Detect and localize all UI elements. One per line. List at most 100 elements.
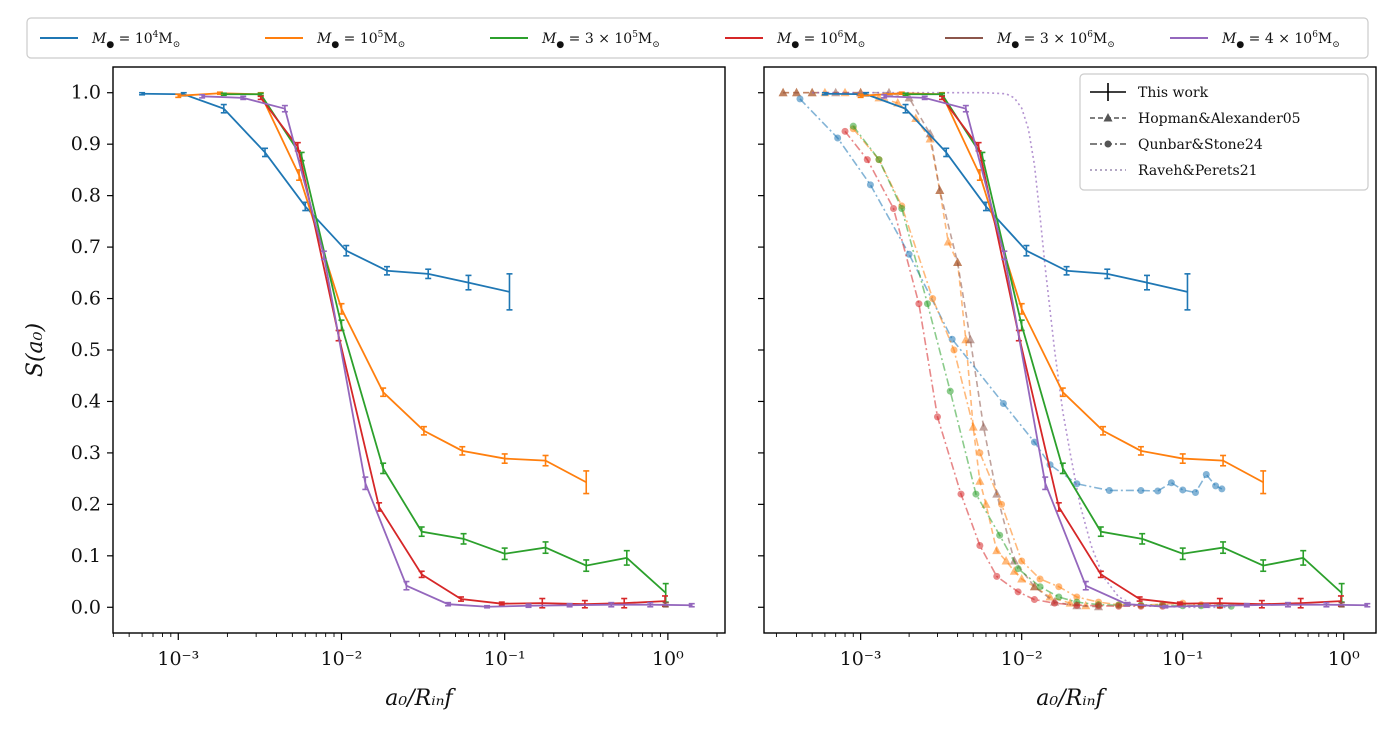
right-x-tick-label: 10⁰ [1328,648,1360,670]
comparison-triangle-marker [979,422,989,431]
inset-swatch-circle [1104,140,1112,148]
comparison-triangle-marker [935,185,945,194]
comparison-circle-marker [1073,601,1081,609]
comparison-circle-marker [1014,565,1022,573]
comparison-circle-marker [1218,485,1226,493]
comparison-line-1 [783,91,1099,608]
left-y-tick-label: 0.1 [71,545,101,567]
comparison-circle-marker [976,449,984,457]
inset-legend-label-3: Raveh&Perets21 [1138,163,1258,179]
comparison-circle-marker [950,346,958,354]
legend-entry-4: M● = 3 × 106M⊙ [996,30,1115,50]
comparison-circle-marker [1036,575,1044,583]
comparison-triangle-marker [1001,555,1011,565]
legend-entry-1: M● = 105M⊙ [316,30,405,50]
right-x-tick-label: 10⁻² [1001,648,1043,670]
left-x-tick-label: 10⁻² [321,648,363,670]
comparison-circle-marker [957,490,965,498]
comparison-line-5 [844,130,1163,608]
comparison-circle-marker [905,250,913,258]
left-y-tick-label: 0.2 [71,493,101,515]
comparison-line-0 [783,91,1086,607]
comparison-circle-marker [1105,486,1113,494]
left-y-tick-label: 1.0 [71,82,101,104]
comparison-circle-marker [929,295,937,303]
left-series [139,91,695,609]
comparison-circle-marker [1137,486,1145,494]
top-legend: M● = 104M⊙ M● = 105M⊙ M● = 3 × 105M⊙ M● = 1… [40,30,1340,50]
inset-legend-label-0: This work [1138,85,1209,101]
comparison-triangle-marker [965,334,975,344]
legend-entry-0: M● = 104M⊙ [91,30,180,50]
comparison-line-6 [812,91,1232,609]
top-legend-frame [26,17,1369,59]
comparison-triangle-marker [1009,566,1019,575]
right-panel: 10⁻³ 10⁻² 10⁻¹ 10⁰ a₀/Rᵢₙf This work Hopman&… [758,66,1377,711]
comparison-circle-marker [1179,486,1187,494]
comparison-circle-marker [915,300,923,308]
comparison-circle-marker [890,205,898,212]
comparison-triangle-marker [975,476,985,485]
comparison-triangle-marker [943,236,953,246]
comparison-circle-marker [1018,557,1026,565]
comparison-circle-marker [866,181,874,189]
inset-legend-label-1: Hopman&Alexander05 [1138,111,1301,127]
comparison-line-4 [852,125,1232,608]
left-series-line-3 [260,97,666,606]
legend-entry-3: M● = 106M⊙ [776,30,865,50]
left-series-line-1 [178,92,587,484]
comparison-circle-marker [998,500,1006,508]
comparison-line-3 [852,128,1220,607]
comparison-circle-marker [841,127,849,135]
comparison-triangle-marker [778,87,788,97]
left-series-line-2 [223,93,667,594]
right-series [821,91,1371,609]
comparison-triangle-marker [1045,591,1055,601]
left-y-axis-label: S(a₀) [23,323,48,377]
comparison-circle-marker [1202,471,1210,479]
comparison-triangle-marker [792,87,802,97]
comparison-circle-marker [849,122,857,130]
right-x-tick-label: 10⁻¹ [1162,648,1204,670]
comparison-circle-marker [1137,602,1145,610]
left-series-line-5 [202,95,692,608]
comparison-circle-marker [993,572,1001,580]
comparison-circle-marker [1030,596,1038,604]
left-y-tick-label: 0.9 [71,133,101,155]
left-x-axis-label: a₀/Rᵢₙf [385,686,456,711]
left-y-tick-label: 0.5 [71,339,101,361]
inset-legend: This work Hopman&Alexander05 Qunbar&Stone2… [1090,83,1301,179]
left-x-tick-label: 10⁻³ [157,648,199,670]
comparison-circle-marker [1073,593,1081,601]
comparison-circle-marker [1036,583,1044,591]
comparison-circle-marker [1154,487,1162,495]
inset-legend-frame [1079,73,1369,191]
comparison-triangle-marker [925,128,935,138]
left-x-tick-label: 10⁻¹ [484,648,526,670]
comparison-circle-marker [1055,593,1063,601]
comparison-circle-marker [923,300,931,308]
comparison-triangle-marker [1029,581,1039,591]
comparison-circle-marker [1014,588,1022,596]
comparison-circle-marker [863,156,871,164]
left-x-tick-label: 10⁰ [652,648,684,670]
comparison-circle-marker [1055,583,1063,591]
left-panel: 0.0 0.1 0.2 0.3 0.4 0.5 0.6 0.7 0.8 0.9 1.0 10⁻³ 10⁻… [23,66,726,711]
comparison-triangle-marker [1017,573,1027,583]
left-y-tick-label: 0.8 [71,185,101,207]
legend-entry-5: M● = 4 × 106M⊙ [1221,30,1340,50]
comparison-circle-marker [1030,438,1038,446]
right-series-line-0 [824,92,1188,293]
comparison-triangle-marker [992,545,1002,555]
right-axes: 10⁻³ 10⁻² 10⁻¹ 10⁰ [758,92,1360,670]
legend-entry-2: M● = 3 × 105M⊙ [541,30,660,50]
inset-swatch-triangle [1103,113,1113,122]
comparison-line-2 [799,98,1223,494]
right-x-axis-label: a₀/Rᵢₙf [1036,686,1107,711]
left-y-tick-label: 0.7 [71,236,101,258]
comparison-circle-marker [972,490,980,498]
comparison-circle-marker [999,400,1007,408]
comparison-circle-marker [996,531,1004,539]
comparison-triangle-marker [911,113,921,122]
